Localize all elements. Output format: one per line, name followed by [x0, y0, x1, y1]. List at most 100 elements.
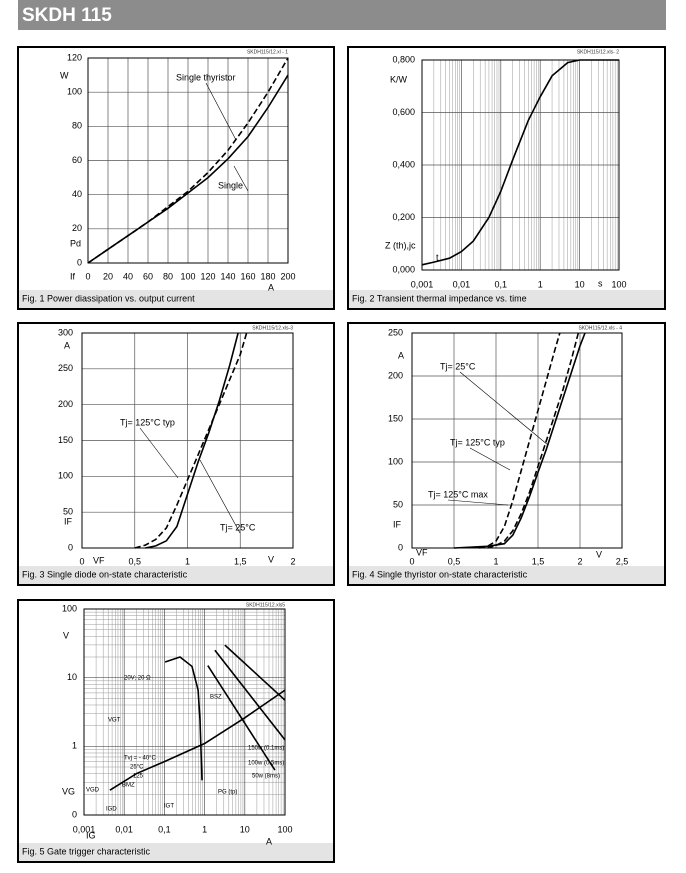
figure-caption: Fig. 1 Power diassipation vs. output cur…	[22, 293, 195, 303]
y-tick-label: 100	[67, 87, 82, 97]
y-tick-label: 250	[388, 327, 403, 337]
axis-label: Pd	[70, 238, 81, 248]
axis-label: IG	[86, 830, 96, 840]
x-tick-label: 200	[280, 271, 295, 281]
series-label: BSZ	[210, 695, 222, 701]
series-line	[453, 332, 586, 549]
annotation: VGT	[108, 718, 121, 724]
figure-box	[347, 322, 666, 586]
y-tick-label: 80	[72, 121, 82, 131]
y-tick-label: 200	[58, 399, 73, 409]
y-tick-label: 120	[67, 52, 82, 62]
figure-caption: Fig. 5 Gate trigger characteristic	[22, 846, 151, 856]
axis-label: W	[60, 70, 69, 80]
file-note: SKDH115/12.xls5	[246, 602, 285, 608]
x-tick-label: 1,5	[234, 556, 247, 566]
axis-label: A	[64, 340, 70, 350]
y-tick-label: 1	[72, 741, 77, 751]
leader-line	[199, 459, 241, 534]
y-tick-label: 50	[393, 499, 403, 509]
axis-label: t	[436, 252, 439, 262]
axis-label: A	[398, 350, 404, 360]
y-tick-label: 0,000	[392, 264, 415, 274]
file-note: SKDH115/12.xl - 1	[247, 49, 288, 55]
y-tick-label: 20	[72, 223, 82, 233]
series-label: Single	[218, 180, 243, 190]
y-tick-label: 40	[72, 189, 82, 199]
header-bar	[18, 0, 666, 30]
annotation: VGD	[86, 788, 100, 794]
x-tick-label: 100	[611, 279, 626, 289]
annotation: BMZ	[122, 783, 135, 789]
y-tick-label: 100	[388, 456, 403, 466]
x-tick-label: 1	[493, 556, 498, 566]
caption-bar	[349, 290, 664, 308]
caption-bar	[19, 566, 333, 584]
axis-label: K/W	[390, 74, 408, 84]
figure-box	[17, 322, 335, 586]
x-tick-label: 1	[538, 279, 543, 289]
x-tick-label: 1,5	[532, 556, 545, 566]
axis-label: s	[598, 278, 603, 288]
figure-box	[17, 46, 335, 310]
caption-bar	[349, 566, 664, 584]
series-line	[109, 689, 286, 791]
leader-line	[469, 447, 511, 471]
axis-label: V	[268, 554, 274, 564]
x-tick-label: 0	[79, 556, 84, 566]
x-tick-label: 0,001	[73, 824, 96, 834]
figure-caption: Fig. 3 Single diode on-state characteris…	[22, 569, 188, 579]
series-label: Tj= 125°C typ	[120, 417, 175, 427]
series-label: 150w (0.1ms)	[248, 746, 284, 752]
x-tick-label: 10	[575, 279, 585, 289]
series-line	[214, 649, 286, 741]
y-tick-label: 150	[58, 435, 73, 445]
y-tick-label: 60	[72, 155, 82, 165]
caption-bar	[19, 290, 333, 308]
y-tick-label: 0,400	[392, 159, 415, 169]
annotation: IGT	[164, 804, 174, 810]
series-label: Tj= 125°C max	[428, 489, 488, 499]
y-tick-label: 50	[63, 507, 73, 517]
axis-label: A	[268, 282, 274, 292]
x-tick-label: 80	[163, 271, 173, 281]
axis-label: IF	[393, 519, 402, 529]
y-tick-label: 0	[68, 542, 73, 552]
figure-caption: Fig. 4 Single thyristor on-state charact…	[352, 569, 528, 579]
x-tick-label: 0,1	[158, 824, 171, 834]
y-tick-label: 100	[62, 603, 77, 613]
y-tick-label: 300	[58, 327, 73, 337]
x-tick-label: 60	[143, 271, 153, 281]
series-label: 100w (0.5ms)	[248, 761, 284, 767]
file-note: SKDH115/12.xls - 4	[578, 325, 622, 331]
header-title: SKDH 115	[22, 5, 112, 26]
y-tick-label: 200	[388, 370, 403, 380]
series-line	[479, 332, 561, 549]
leader-line	[233, 165, 249, 192]
series-line	[207, 665, 276, 771]
x-tick-label: 2	[577, 556, 582, 566]
leader-line	[139, 427, 179, 479]
y-tick-label: 0,200	[392, 212, 415, 222]
x-tick-label: 180	[260, 271, 275, 281]
y-tick-label: 0,800	[392, 54, 415, 64]
figure-caption: Fig. 2 Transient thermal impedance vs. t…	[352, 293, 527, 303]
axis-label: VG	[62, 786, 75, 796]
x-tick-label: 100	[180, 271, 195, 281]
series-line	[134, 332, 248, 549]
axis-label: IF	[64, 516, 73, 526]
series-label: Tj= 25°C	[440, 361, 476, 371]
leader-line	[205, 82, 237, 141]
series-label: Single thyristor	[176, 72, 236, 82]
y-tick-label: 10	[67, 672, 77, 682]
series-line	[87, 74, 289, 264]
series-label: 50w (8ms)	[252, 774, 280, 780]
x-tick-label: 0,5	[448, 556, 461, 566]
series-line	[145, 332, 239, 549]
series-label: 20V; 20 Ω	[124, 676, 151, 682]
plot-frame	[411, 332, 623, 549]
x-tick-label: 0	[409, 556, 414, 566]
x-tick-label: 20	[103, 271, 113, 281]
x-tick-label: 1	[185, 556, 190, 566]
